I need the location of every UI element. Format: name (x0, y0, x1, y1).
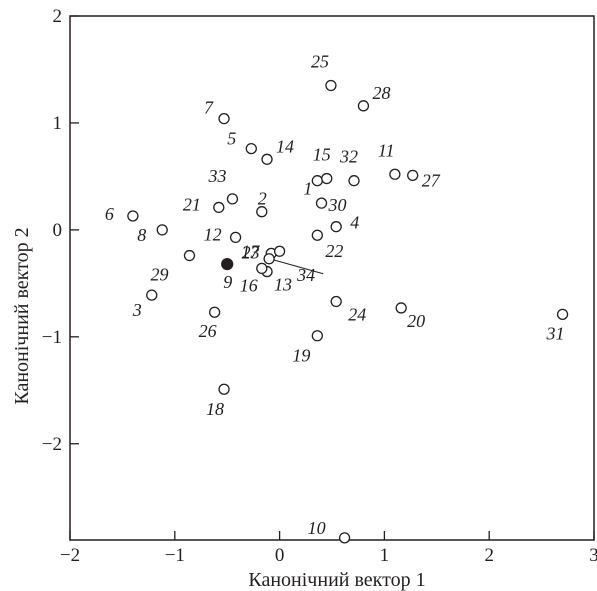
data-points (127, 79, 569, 544)
point-label: 9 (223, 272, 232, 292)
data-point (556, 308, 569, 321)
point-label: 13 (274, 275, 292, 295)
y-tick-label: −2 (42, 434, 62, 455)
x-tick-label: 0 (275, 545, 285, 566)
point-label: 28 (372, 83, 390, 103)
data-point (311, 229, 323, 241)
x-tick-label: −2 (60, 545, 80, 566)
point-label: 32 (339, 147, 358, 167)
point-label: 24 (348, 305, 366, 325)
data-point (395, 302, 407, 314)
x-tick-label: −1 (165, 545, 185, 566)
data-point (226, 193, 239, 205)
x-tick-label: 2 (484, 545, 494, 566)
point-label: 26 (199, 321, 217, 341)
point-label: 1 (303, 179, 312, 199)
point-label: 21 (183, 194, 201, 214)
data-point (389, 168, 401, 180)
data-point (315, 197, 328, 209)
data-point (325, 79, 337, 92)
data-point (348, 175, 360, 187)
data-point (321, 172, 333, 185)
data-point (256, 262, 268, 275)
point-label: 18 (206, 399, 224, 419)
point-label: 12 (204, 224, 222, 244)
data-point (330, 295, 342, 308)
point-label: 5 (227, 129, 236, 149)
point-label: 30 (328, 195, 347, 215)
y-axis-title: Канонічний вектор 2 (11, 227, 33, 404)
point-label: 31 (546, 323, 565, 343)
data-point (273, 245, 286, 257)
point-label: 29 (150, 265, 168, 285)
point-label: 3 (132, 300, 142, 320)
x-axis-title: Канонічний вектор 1 (248, 569, 425, 591)
point-label: 33 (207, 166, 226, 186)
point-label: 14 (276, 136, 294, 156)
point-label: 22 (325, 241, 343, 261)
point-label: 34 (296, 265, 315, 285)
data-point (127, 210, 139, 222)
point-label: 6 (105, 204, 114, 224)
data-point (407, 169, 419, 181)
y-tick-label: 0 (53, 220, 63, 241)
data-point (311, 330, 323, 342)
y-tick-label: −1 (42, 327, 62, 348)
point-label: 8 (137, 225, 146, 245)
point-label: 20 (407, 311, 425, 331)
leader-lines (272, 259, 324, 275)
plot-frame (69, 15, 595, 541)
point-label: 25 (311, 52, 329, 72)
point-label: 11 (378, 140, 395, 160)
point-label: 2 (258, 189, 267, 209)
data-point-filled (221, 257, 234, 271)
point-label: 15 (313, 145, 331, 165)
data-point (218, 383, 230, 395)
point-label: 4 (350, 213, 359, 233)
point-label: 7 (204, 98, 214, 118)
point-label: 19 (292, 346, 310, 366)
plot-border (69, 15, 595, 541)
point-label: 10 (308, 518, 326, 538)
data-point (156, 224, 168, 236)
data-point (256, 206, 268, 218)
data-point (263, 253, 275, 265)
data-point (311, 175, 323, 187)
data-point (183, 249, 196, 262)
data-point (213, 201, 225, 214)
x-tick-label: 3 (589, 545, 597, 566)
y-tick-label: 1 (53, 113, 63, 134)
point-label: 27 (422, 170, 441, 190)
data-point (146, 289, 158, 301)
leader-line (272, 259, 324, 275)
data-point (245, 142, 257, 155)
y-tick-label: 2 (53, 6, 63, 27)
data-point (330, 221, 342, 233)
data-point (261, 153, 273, 165)
data-point (218, 113, 230, 125)
point-label: 23 (242, 242, 260, 262)
data-point (338, 532, 351, 544)
point-label: 17 (241, 241, 260, 261)
x-tick-label: 1 (380, 545, 390, 566)
point-label: 16 (240, 275, 258, 295)
data-point (357, 100, 370, 112)
data-point (229, 231, 242, 244)
data-point (208, 306, 221, 318)
